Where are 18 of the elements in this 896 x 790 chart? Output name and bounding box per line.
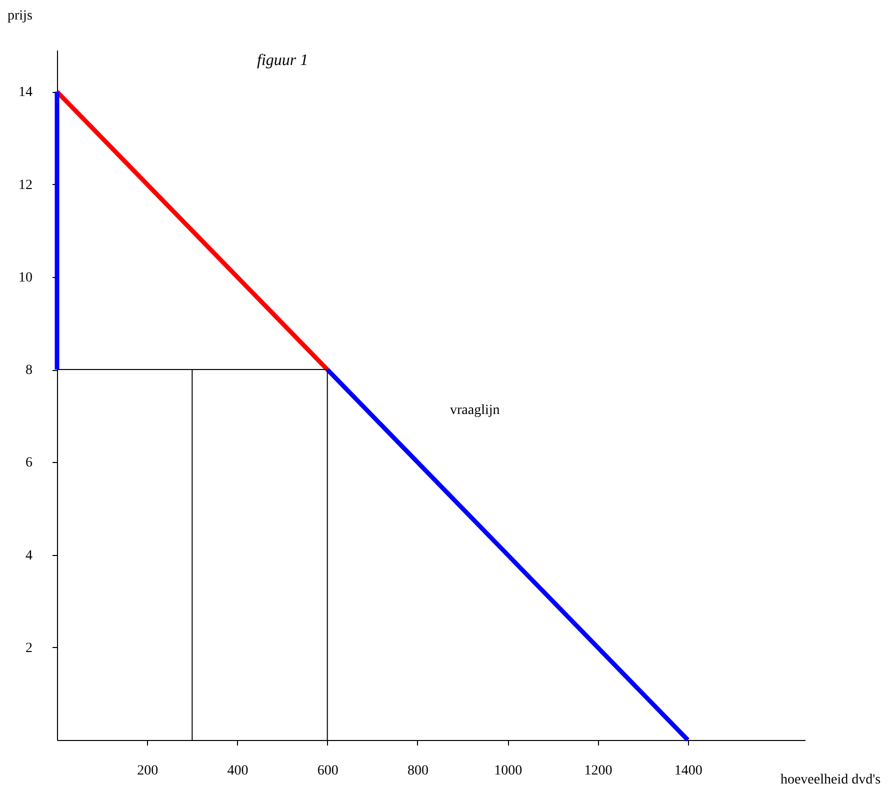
- y-tick-label: 4: [26, 548, 32, 564]
- x-axis-title: hoeveelheid dvd's: [780, 772, 881, 788]
- y-tick-label: 10: [18, 270, 32, 286]
- x-tick-label: 800: [407, 764, 428, 778]
- y-tick-label: 14: [18, 85, 32, 100]
- x-tick-label: 400: [227, 764, 248, 778]
- x-tick-label: 600: [317, 764, 338, 778]
- x-tick-label: 1400: [674, 764, 702, 778]
- annotation: vraaglijn: [450, 403, 500, 418]
- y-tick-label: 6: [26, 456, 32, 471]
- x-tick-label: 200: [137, 764, 158, 778]
- y-tick-label: 2: [26, 640, 32, 656]
- y-tick-label: 12: [18, 178, 32, 193]
- y-tick-label: 8: [26, 363, 32, 378]
- y-axis-title: prijs: [8, 8, 32, 24]
- x-tick-label: 1000: [494, 764, 522, 778]
- x-tick-label: 1200: [584, 764, 612, 778]
- chart-title: figuur 1: [257, 52, 308, 69]
